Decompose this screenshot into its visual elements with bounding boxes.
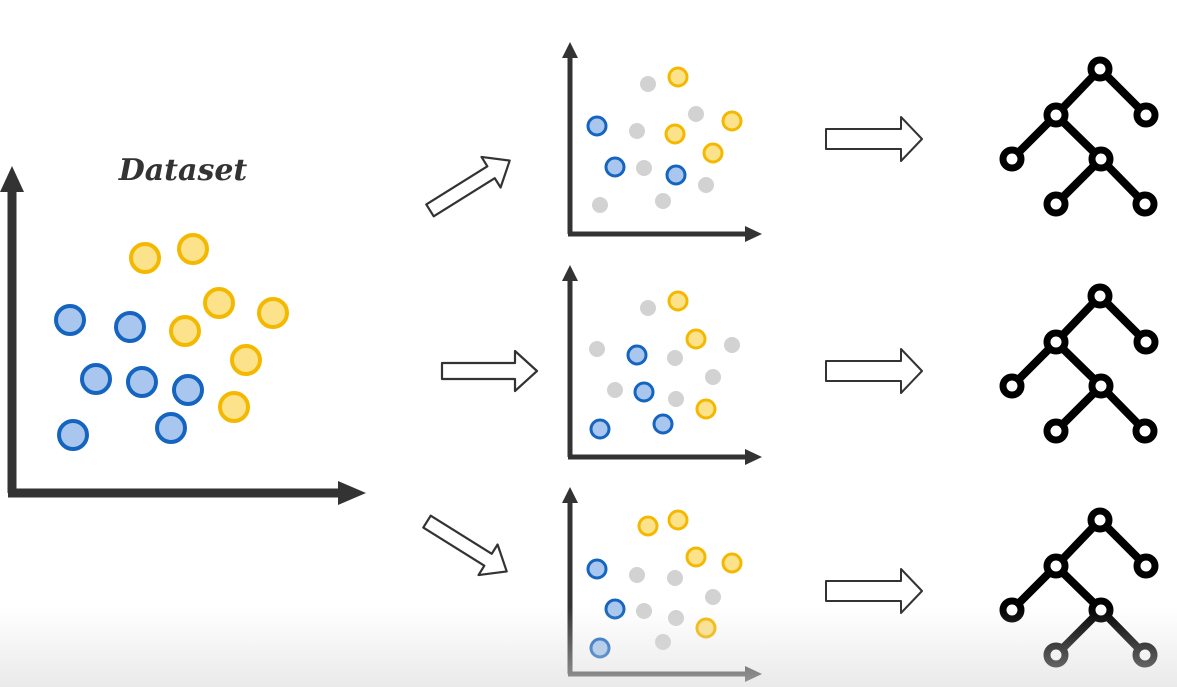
blue-point: [172, 374, 204, 406]
gray-point: [724, 337, 740, 353]
subset-2-y-arrowhead: [562, 265, 578, 281]
gray-point: [636, 160, 652, 176]
gray-point: [636, 603, 652, 619]
gray-point: [629, 567, 645, 583]
gray-point: [640, 300, 656, 316]
yellow-point: [667, 66, 689, 88]
gray-point: [698, 177, 714, 193]
yellow-point: [702, 142, 724, 164]
gray-point: [655, 193, 671, 209]
blue-point: [665, 164, 687, 186]
arrow-to-tree-1: [825, 116, 923, 162]
blue-point: [604, 598, 626, 620]
yellow-point: [685, 546, 707, 568]
gray-point: [640, 76, 656, 92]
gray-point: [705, 369, 721, 385]
subset-1-x-arrowhead: [745, 226, 762, 242]
arrow-to-tree-2: [825, 348, 923, 394]
subset-plot-3: [562, 487, 762, 682]
blue-point: [586, 115, 608, 137]
blue-point: [114, 311, 146, 343]
subset-3-points: [586, 509, 743, 659]
yellow-point: [257, 297, 289, 329]
blue-point: [604, 156, 626, 178]
subset-plot-2: [562, 265, 762, 465]
gray-point: [705, 589, 721, 605]
dataset-plot: Dataset: [0, 153, 366, 505]
blue-point: [126, 366, 158, 398]
yellow-point: [203, 287, 235, 319]
subset-3-y-arrowhead: [562, 487, 578, 503]
dataset-x-axis-arrowhead: [338, 481, 366, 505]
blue-point: [586, 558, 608, 580]
dataset-points: [54, 233, 289, 451]
gray-point: [607, 382, 623, 398]
yellow-point: [721, 552, 743, 574]
blue-point: [589, 418, 611, 440]
arrow-to-subset-1: [425, 155, 511, 218]
gray-point: [589, 341, 605, 357]
training-arrows: [825, 116, 923, 614]
blue-point: [155, 412, 187, 444]
yellow-point: [695, 398, 717, 420]
blue-point: [589, 637, 611, 659]
subset-2-points: [589, 290, 740, 440]
blue-point: [57, 419, 89, 451]
blue-point: [54, 304, 86, 336]
yellow-point: [129, 242, 161, 274]
arrow-to-tree-3: [825, 568, 923, 614]
gray-point: [688, 106, 704, 122]
tree-icon-1: [999, 56, 1159, 217]
yellow-point: [218, 391, 250, 423]
yellow-point: [695, 617, 717, 639]
dataset-title: Dataset: [118, 153, 248, 188]
yellow-point: [685, 328, 707, 350]
yellow-point: [637, 515, 659, 537]
blue-point: [626, 344, 648, 366]
tree-icon-3: [999, 507, 1159, 668]
blue-point: [80, 363, 112, 395]
subset-1-y-arrowhead: [562, 42, 578, 58]
yellow-point: [667, 290, 689, 312]
yellow-point: [721, 110, 743, 132]
subset-2-x-arrowhead: [745, 449, 762, 465]
arrow-to-subset-3: [422, 514, 508, 577]
yellow-point: [169, 315, 201, 347]
blue-point: [633, 381, 655, 403]
subset-plot-1: [562, 42, 762, 242]
subset-1-points: [586, 66, 743, 213]
gray-point: [629, 123, 645, 139]
sampling-arrows: [422, 155, 539, 577]
subset-3-x-arrowhead: [745, 666, 762, 682]
gray-point: [667, 570, 683, 586]
gray-point: [592, 197, 608, 213]
gray-point: [655, 634, 671, 650]
tree-icon-2: [999, 283, 1159, 444]
yellow-point: [177, 233, 209, 265]
yellow-point: [664, 123, 686, 145]
dataset-y-axis-arrowhead: [0, 166, 24, 192]
yellow-point: [667, 509, 689, 531]
gray-point: [667, 350, 683, 366]
gray-point: [668, 610, 684, 626]
blue-point: [652, 413, 674, 435]
arrow-to-subset-2: [440, 349, 539, 393]
yellow-point: [230, 344, 262, 376]
gray-point: [668, 391, 684, 407]
